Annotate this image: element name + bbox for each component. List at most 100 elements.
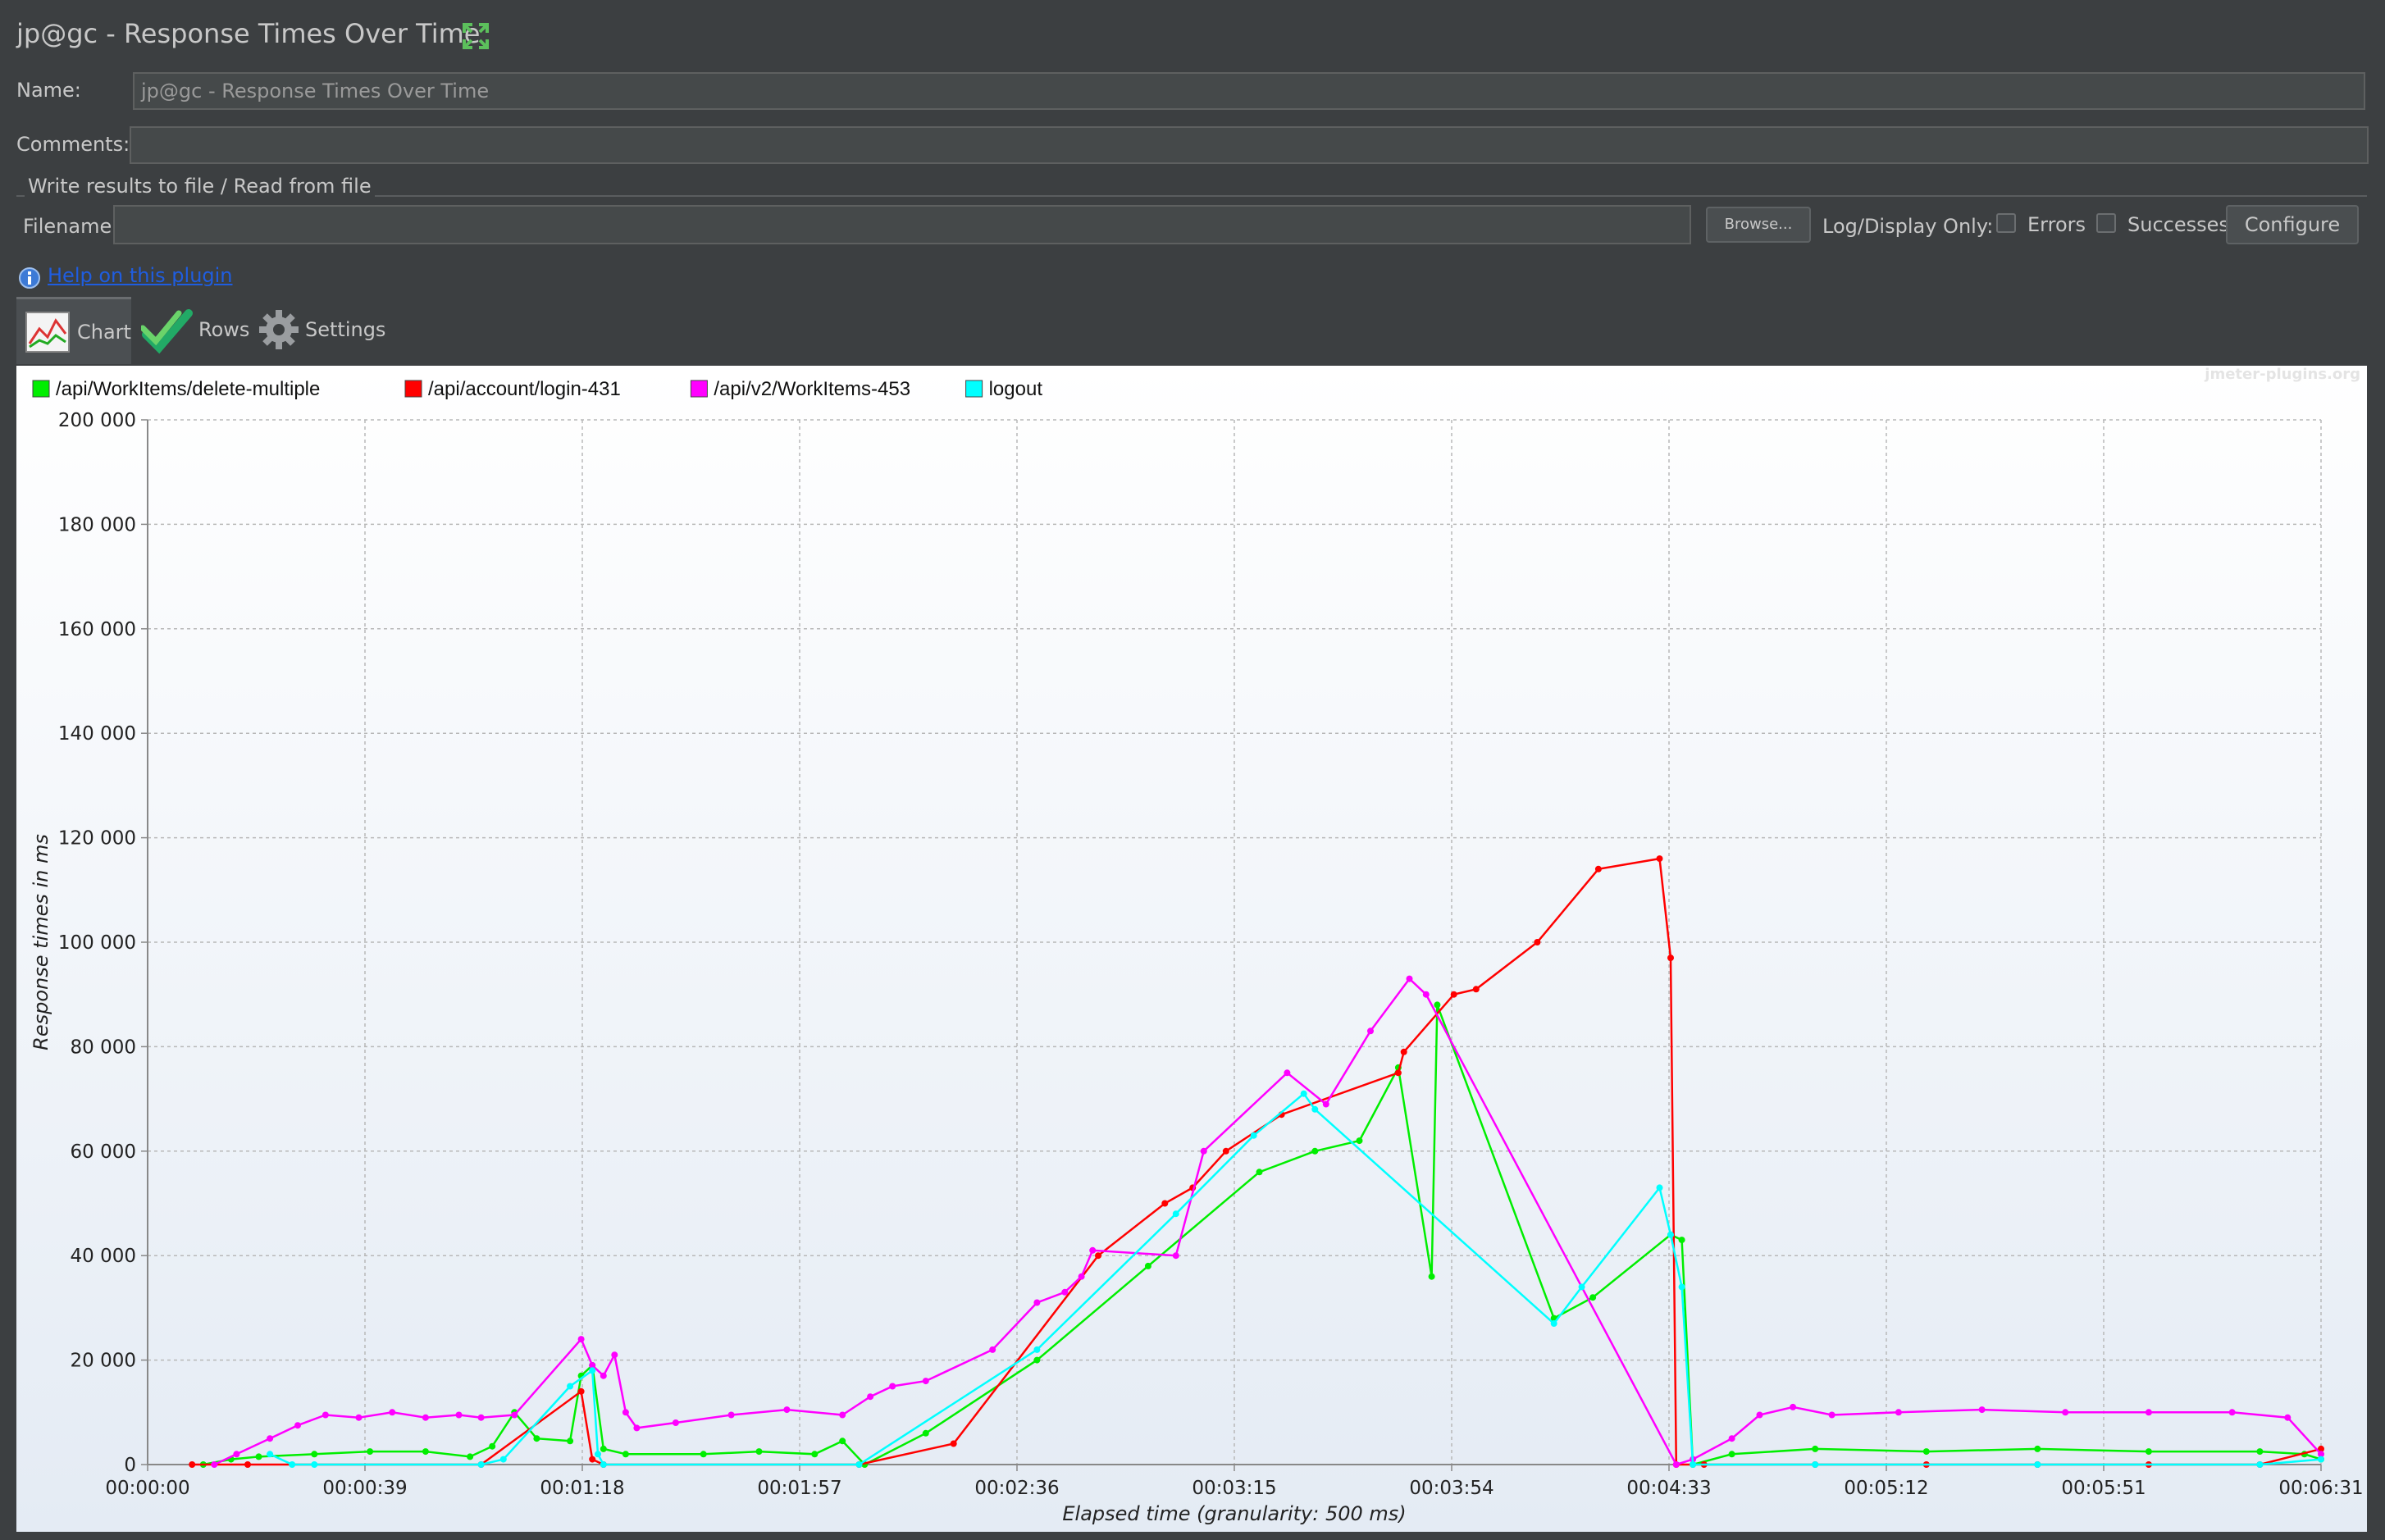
tab-chart[interactable]: Chart	[16, 297, 131, 364]
data-point	[1200, 1147, 1207, 1155]
comments-field[interactable]	[130, 126, 2369, 164]
data-point	[355, 1414, 363, 1421]
x-axis-label: Elapsed time (granularity: 500 ms)	[1062, 1502, 1406, 1525]
data-point	[633, 1424, 641, 1432]
y-tick-label: 60 000	[71, 1141, 136, 1163]
data-point	[622, 1409, 629, 1416]
data-point	[367, 1448, 374, 1456]
x-tick-label: 00:05:12	[1844, 1478, 1928, 1499]
data-point	[922, 1378, 929, 1385]
data-point	[1828, 1411, 1835, 1419]
x-tick-label: 00:03:54	[1409, 1478, 1493, 1499]
errors-label: Errors	[2027, 213, 2086, 236]
data-point	[1033, 1356, 1041, 1364]
help-link[interactable]: Help on this plugin	[48, 264, 233, 287]
errors-checkbox[interactable]	[1996, 213, 2016, 233]
tab-rows[interactable]: Rows	[138, 297, 253, 364]
data-point	[672, 1419, 679, 1426]
data-point	[1284, 1069, 1291, 1077]
tab-settings[interactable]: Settings	[256, 297, 387, 364]
data-point	[1656, 1184, 1663, 1191]
data-point	[1594, 865, 1602, 873]
data-point	[1406, 975, 1413, 982]
data-point	[2284, 1414, 2292, 1421]
data-point	[1472, 986, 1480, 993]
data-point	[1078, 1273, 1085, 1280]
data-point	[233, 1451, 240, 1458]
browse-button[interactable]: Browse...	[1706, 207, 1811, 243]
data-point	[1434, 1001, 1441, 1009]
data-point	[189, 1461, 196, 1468]
data-point	[1061, 1288, 1069, 1296]
data-point	[2318, 1451, 2324, 1458]
data-point	[1144, 1262, 1151, 1269]
data-point	[511, 1411, 518, 1419]
data-point	[267, 1435, 274, 1442]
data-point	[1578, 1283, 1585, 1291]
data-point	[567, 1437, 574, 1445]
y-tick-label: 100 000	[58, 932, 136, 954]
configure-button[interactable]: Configure	[2226, 205, 2359, 244]
successes-checkbox[interactable]	[2096, 213, 2116, 233]
data-point	[244, 1461, 251, 1468]
data-point	[2228, 1409, 2236, 1416]
data-point	[289, 1461, 296, 1468]
info-icon	[19, 267, 40, 289]
response-times-chart: 0 20 000 40 000 60 000 80 000 100 000 120 000 1…	[16, 366, 2367, 1532]
data-point	[2034, 1461, 2041, 1468]
data-point	[389, 1409, 396, 1416]
chart-panel: 0 20 000 40 000 60 000 80 000 100 000 120 000 1…	[16, 366, 2367, 1532]
data-point	[889, 1383, 896, 1390]
data-point	[1728, 1435, 1735, 1442]
chart-icon	[25, 312, 70, 353]
data-point	[1672, 1461, 1680, 1468]
data-point	[1394, 1069, 1402, 1077]
data-point	[1667, 955, 1674, 962]
data-point	[1300, 1090, 1307, 1097]
data-point	[1311, 1147, 1319, 1155]
data-point	[477, 1414, 485, 1421]
data-point	[1550, 1320, 1557, 1327]
legend-swatch	[404, 380, 422, 398]
name-field[interactable]: jp@gc - Response Times Over Time	[133, 72, 2365, 110]
successes-label: Successes	[2127, 213, 2229, 236]
data-point	[1172, 1252, 1179, 1260]
data-point	[1422, 991, 1430, 998]
legend-label: /api/WorkItems/delete-multiple	[56, 378, 320, 400]
log-display-label: Log/Display Only:	[1822, 215, 1994, 238]
y-tick-label: 0	[124, 1455, 136, 1476]
data-point	[321, 1411, 329, 1419]
x-tick-label: 00:00:39	[322, 1478, 407, 1499]
data-point	[422, 1414, 429, 1421]
y-tick-label: 40 000	[71, 1246, 136, 1267]
check-icon	[141, 309, 193, 354]
data-point	[1095, 1252, 1101, 1260]
data-point	[755, 1448, 763, 1456]
data-point	[1428, 1273, 1435, 1280]
data-point	[989, 1346, 996, 1353]
x-tick-label: 00:00:00	[105, 1478, 189, 1499]
data-point	[489, 1442, 496, 1450]
legend-swatch	[690, 380, 708, 398]
data-point	[1322, 1100, 1329, 1108]
data-point	[595, 1451, 601, 1458]
data-point	[499, 1456, 507, 1463]
y-tick-label: 20 000	[71, 1351, 136, 1372]
y-tick-label: 180 000	[58, 514, 136, 535]
data-point	[867, 1393, 874, 1401]
data-point	[267, 1451, 274, 1458]
data-point	[1089, 1246, 1097, 1254]
expand-icon[interactable]	[461, 21, 490, 51]
y-tick-label: 200 000	[58, 410, 136, 431]
tab-rows-label: Rows	[198, 318, 250, 341]
data-point	[311, 1451, 318, 1458]
data-point	[922, 1429, 929, 1437]
data-point	[533, 1435, 540, 1442]
data-point	[1400, 1048, 1407, 1055]
watermark: jmeter-plugins.org	[2205, 366, 2360, 383]
gear-icon	[259, 310, 299, 349]
data-point	[1756, 1411, 1763, 1419]
data-point	[1667, 1231, 1674, 1238]
data-point	[477, 1461, 485, 1468]
filename-field[interactable]	[113, 205, 1691, 244]
